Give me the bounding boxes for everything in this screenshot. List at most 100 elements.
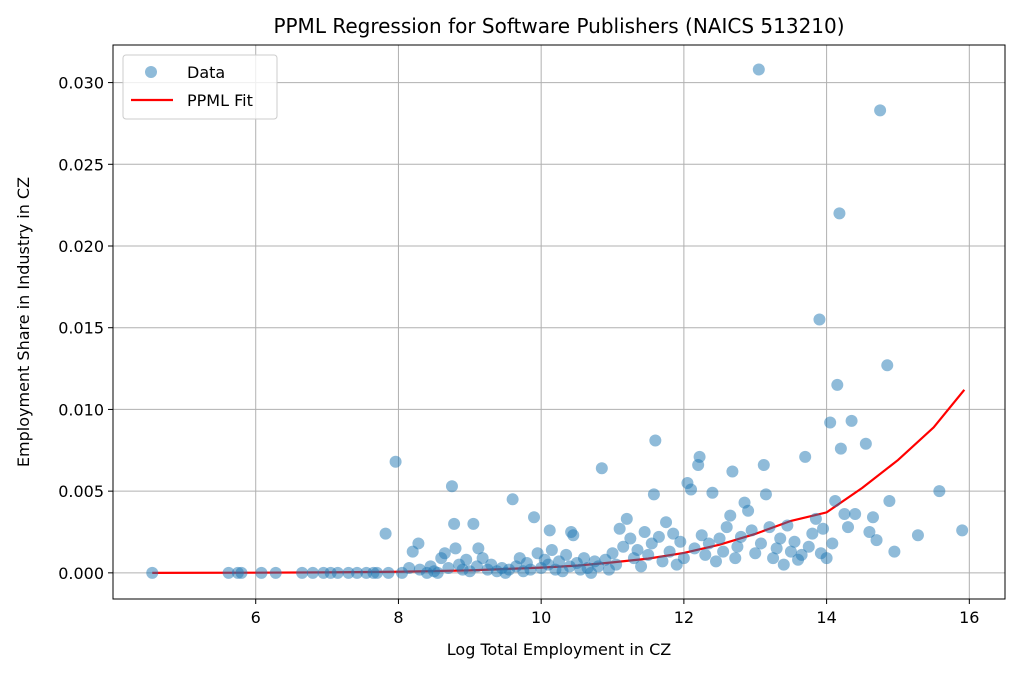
data-point [595, 462, 608, 475]
data-point [817, 522, 830, 535]
data-point [617, 540, 630, 553]
data-point [677, 552, 690, 565]
data-point [784, 545, 797, 558]
data-point [813, 313, 826, 326]
data-point [824, 416, 837, 429]
y-tick-label: 0.025 [58, 155, 104, 174]
data-point [647, 488, 660, 501]
y-axis-ticks: 0.000 0.005 0.010 0.015 0.020 0.025 0.030 [58, 74, 113, 583]
data-point [467, 517, 480, 530]
data-point [724, 509, 737, 522]
legend-label-fit: PPML Fit [187, 91, 253, 110]
data-point [685, 483, 698, 496]
data-point [524, 563, 537, 576]
data-point [528, 511, 541, 524]
data-point [695, 529, 708, 542]
data-point [638, 526, 651, 538]
data-point [911, 529, 924, 542]
data-point [770, 542, 783, 555]
data-point [829, 494, 842, 507]
data-point [560, 548, 573, 561]
data-point [709, 555, 722, 568]
data-point [382, 566, 395, 579]
data-point [806, 527, 819, 540]
data-point [788, 535, 801, 548]
legend-box [122, 54, 278, 120]
data-point [663, 545, 676, 558]
data-point [863, 526, 876, 538]
data-point [726, 465, 739, 478]
data-point [448, 517, 461, 530]
data-point [255, 566, 268, 579]
data-point [777, 558, 790, 571]
x-axis-ticks: 6 8 10 12 14 16 [251, 599, 979, 627]
fit-line-layer [152, 389, 966, 574]
data-point [431, 566, 444, 579]
data-point [476, 552, 489, 565]
data-point [306, 566, 319, 579]
data-point [826, 537, 839, 550]
data-point [235, 566, 248, 579]
y-tick-label: 0.020 [58, 237, 104, 256]
data-point [752, 63, 765, 76]
data-point [749, 547, 762, 560]
data-point [606, 547, 619, 560]
data-point [146, 566, 159, 579]
data-point [706, 486, 719, 499]
data-point [731, 540, 744, 553]
data-point [610, 558, 623, 571]
data-point [449, 542, 462, 555]
data-point [631, 543, 644, 556]
data-point [269, 566, 282, 579]
data-point [693, 450, 706, 463]
data-point [859, 437, 872, 450]
data-point [412, 537, 425, 550]
data-point [674, 535, 687, 548]
data-point [799, 450, 812, 463]
data-point [660, 516, 673, 529]
data-point [745, 524, 758, 537]
data-point [506, 493, 519, 506]
x-axis-label: Log Total Employment in CZ [447, 640, 671, 659]
data-point [849, 508, 862, 521]
data-point [754, 537, 767, 550]
data-point [831, 378, 844, 391]
data-point [713, 532, 726, 545]
data-point [933, 485, 946, 498]
data-point [445, 480, 458, 493]
data-point [438, 547, 451, 560]
data-point [577, 552, 590, 565]
data-point [442, 561, 455, 574]
data-point [688, 542, 701, 555]
plot-frame [112, 44, 1006, 600]
data-point [656, 555, 669, 568]
data-point [729, 552, 742, 565]
data-point [774, 532, 787, 545]
y-tick-label: 0.000 [58, 564, 104, 583]
data-point [296, 566, 309, 579]
data-point [613, 522, 626, 535]
data-point [567, 529, 580, 542]
x-tick-label: 10 [531, 608, 551, 627]
chart-title: PPML Regression for Software Publishers … [273, 14, 844, 38]
grid-lines [113, 45, 1005, 599]
data-point [652, 530, 665, 543]
data-point [545, 543, 558, 556]
data-point [956, 524, 969, 537]
x-tick-label: 8 [393, 608, 403, 627]
data-point [874, 104, 887, 117]
data-point [742, 504, 755, 517]
data-point [642, 548, 655, 561]
x-tick-label: 6 [251, 608, 261, 627]
data-point [649, 434, 662, 447]
data-point [460, 553, 473, 566]
x-tick-label: 12 [674, 608, 694, 627]
data-point [702, 537, 715, 550]
data-point [883, 494, 896, 507]
data-point [389, 455, 402, 468]
data-point [331, 566, 344, 579]
x-tick-label: 16 [959, 608, 979, 627]
data-point [888, 545, 901, 558]
